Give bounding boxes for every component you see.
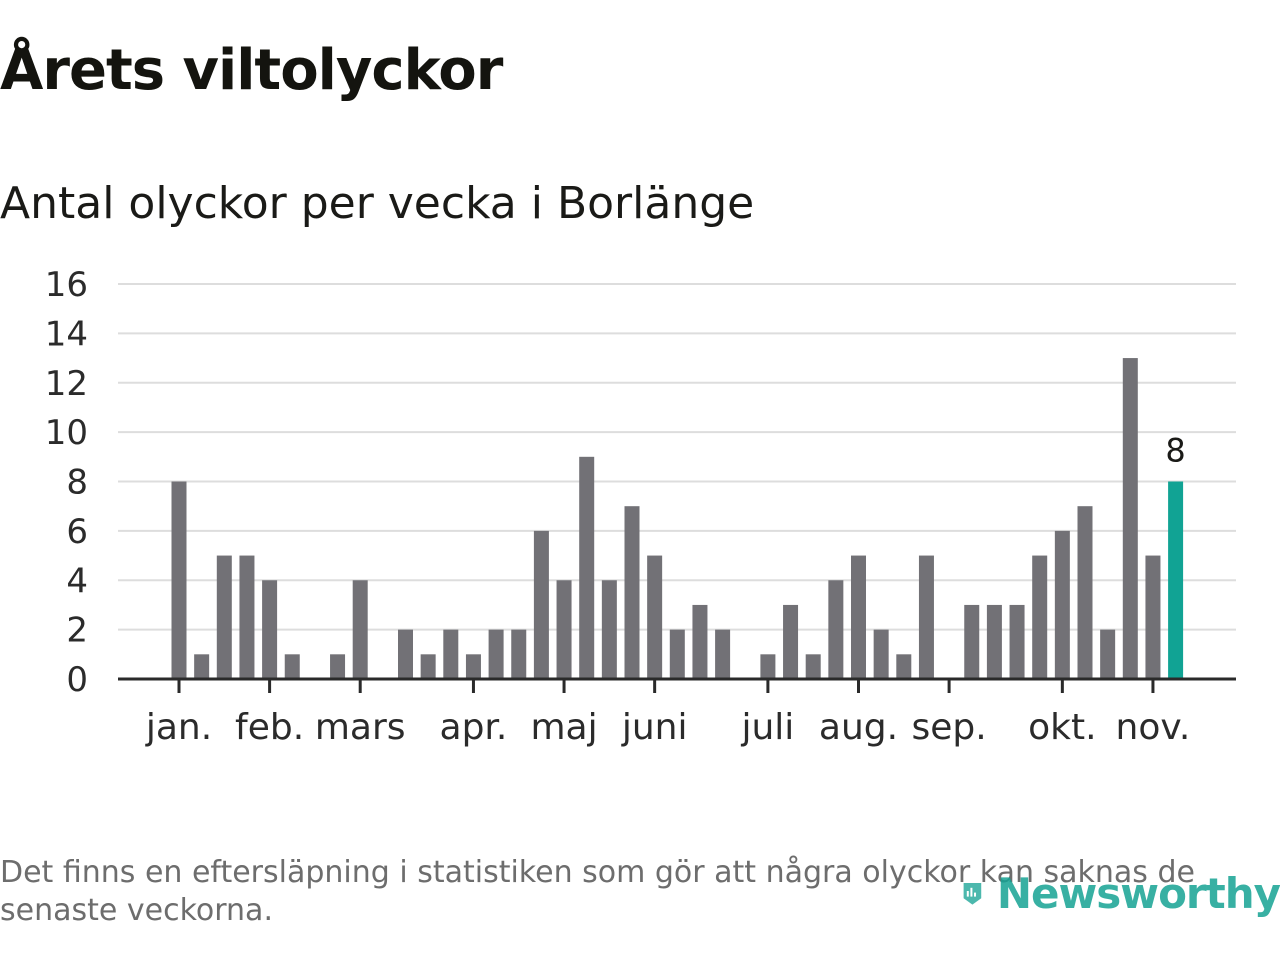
bar [828,580,844,679]
bar [624,506,640,679]
x-tick-label: aug. [819,707,898,748]
bar [465,654,481,679]
x-tick-label: nov. [1116,707,1191,748]
bar [783,604,799,679]
bar [330,654,346,679]
bar-chart: 0 2 4 6 8 10 12 14 16 8 jan. feb. mars apr. maj juni jul… [45,265,1236,748]
bar [647,555,663,679]
y-tick-label: 6 [66,512,88,552]
newsworthy-logo-text: Newsworthy [996,868,1280,918]
y-tick-label: 0 [66,660,88,700]
bar [171,481,187,679]
bar [511,629,527,679]
bar [986,604,1002,679]
bar [556,580,572,679]
bar [352,580,368,679]
bar [805,654,821,679]
bar [239,555,255,679]
bar [1009,604,1025,679]
x-tick-label: sep. [911,707,986,748]
x-tick-label: juli [740,707,794,748]
y-tick-label: 8 [66,463,88,503]
y-tick-label: 16 [45,265,88,305]
highlight-value-label: 8 [1165,432,1185,470]
footnote: Det finns en eftersläpning i statistiken… [0,855,1195,928]
x-tick-label: juni [621,707,688,748]
bar [1145,555,1161,679]
bar [1032,555,1048,679]
bar [896,654,912,679]
chart-title: Årets viltolyckor [0,38,503,103]
bar [420,654,436,679]
bar [918,555,934,679]
bar [601,580,617,679]
y-tick-label: 14 [45,314,88,354]
bar [760,654,776,679]
bar [1122,358,1138,679]
x-tick-label: feb. [235,707,304,748]
bar [216,555,232,679]
bar [579,456,595,679]
bar [851,555,866,679]
y-tick-label: 2 [66,611,88,651]
newsworthy-logo: Newsworthy [962,858,1280,928]
chart-subtitle: Antal olyckor per vecka i Borlänge [0,178,755,229]
bar [964,604,980,679]
x-tick-label: jan. [145,707,212,748]
bar [1100,629,1116,679]
x-tick-label: mars [315,707,406,748]
y-tick-label: 10 [45,413,88,453]
newsworthy-logo-icon [963,882,982,905]
x-tick-label: okt. [1028,707,1096,748]
bar [262,580,278,679]
bar [488,629,504,679]
bar [533,530,549,679]
bar [194,654,210,679]
bar [398,629,413,679]
bar [873,629,889,679]
bar [715,629,731,679]
bar [284,654,300,679]
bar [1054,530,1070,679]
bar [443,629,459,679]
x-tick-label: apr. [440,707,508,748]
bar [692,604,708,679]
bar [669,629,685,679]
y-tick-label: 4 [66,561,88,601]
bar [1077,506,1093,679]
y-tick-label: 12 [45,364,88,404]
highlight-bar [1168,481,1184,679]
x-tick-label: maj [530,707,597,748]
